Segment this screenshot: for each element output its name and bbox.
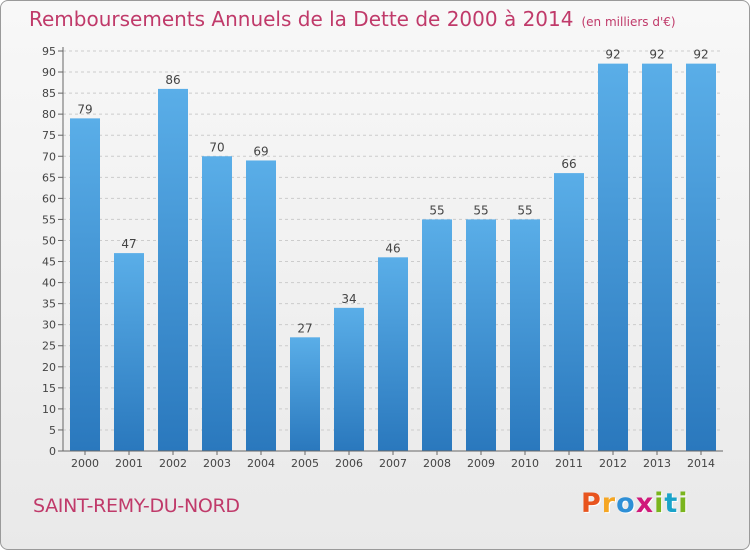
chart-unit: (en milliers d'€) [581, 15, 676, 29]
y-tick-label: 20 [42, 361, 56, 374]
bar-2001 [114, 253, 144, 451]
y-tick-label: 55 [42, 213, 56, 226]
data-label-2003: 70 [209, 140, 224, 154]
axes: 0 5 10 15 20 25 30 35 40 45 50 55 60 65 70 75 80 85 90 95 20… [42, 45, 723, 470]
data-label-2006: 34 [341, 292, 356, 306]
y-tick-label: 5 [49, 424, 56, 437]
y-tick-label: 85 [42, 87, 56, 100]
chart-title: Remboursements Annuels de la Dette de 20… [29, 7, 676, 31]
y-tick-label: 0 [49, 445, 56, 458]
x-tick-label-2012: 2012 [599, 457, 627, 470]
data-label-2010: 55 [517, 203, 532, 217]
bar-2007 [378, 257, 408, 451]
y-tick-label: 35 [42, 298, 56, 311]
bar-2005 [290, 337, 320, 451]
bar-2004 [246, 160, 276, 451]
bar-2011 [554, 173, 584, 451]
bar-2009 [466, 219, 496, 451]
bar-2010 [510, 219, 540, 451]
y-tick-label: 50 [42, 234, 56, 247]
bars [70, 63, 716, 452]
x-tick-label-2000: 2000 [71, 457, 99, 470]
y-tick-label: 40 [42, 277, 56, 290]
x-tick-label-2001: 2001 [115, 457, 143, 470]
bar-2002 [158, 88, 188, 451]
y-tick-label: 95 [42, 45, 56, 58]
y-tick-label: 75 [42, 129, 56, 142]
data-label-2011: 66 [561, 157, 576, 171]
x-tick-label-2009: 2009 [467, 457, 495, 470]
data-label-2002: 86 [165, 73, 180, 87]
y-tick-label: 80 [42, 108, 56, 121]
y-tick-label: 65 [42, 171, 56, 184]
data-label-2014: 92 [693, 48, 708, 62]
y-tick-label: 60 [42, 192, 56, 205]
y-tick-label: 45 [42, 256, 56, 269]
data-label-2007: 46 [385, 241, 400, 255]
logo-letter: x [635, 488, 655, 519]
y-tick-label: 30 [42, 319, 56, 332]
data-label-2008: 55 [429, 203, 444, 217]
y-tick-label: 90 [42, 66, 56, 79]
x-tick-label-2003: 2003 [203, 457, 231, 470]
data-label-2009: 55 [473, 203, 488, 217]
logo-letter: t [664, 488, 679, 519]
y-tick-label: 70 [42, 150, 56, 163]
x-tick-label-2011: 2011 [555, 457, 583, 470]
x-tick-label-2014: 2014 [687, 457, 715, 470]
bar-2012 [598, 63, 628, 451]
x-tick-label-2007: 2007 [379, 457, 407, 470]
x-tick-label-2005: 2005 [291, 457, 319, 470]
logo-letter: P [581, 488, 602, 519]
chart-title-text: Remboursements Annuels de la Dette de 20… [29, 7, 574, 31]
bar-2006 [334, 307, 364, 451]
data-label-2005: 27 [297, 321, 312, 335]
y-tick-label: 15 [42, 382, 56, 395]
logo-letter: r [601, 488, 617, 519]
logo-letter: i [654, 488, 665, 519]
data-label-2012: 92 [605, 48, 620, 62]
data-label-2001: 47 [121, 237, 136, 251]
x-tick-label-2002: 2002 [159, 457, 187, 470]
proxiti-logo: Proxiti [581, 488, 689, 519]
bar-2000 [70, 118, 100, 452]
data-label-2013: 92 [649, 48, 664, 62]
bar-2013 [642, 63, 672, 451]
x-tick-label-2004: 2004 [247, 457, 275, 470]
commune-name: SAINT-REMY-DU-NORD [33, 495, 240, 517]
x-tick-label-2008: 2008 [423, 457, 451, 470]
x-tick-label-2013: 2013 [643, 457, 671, 470]
bar-2014 [686, 63, 716, 451]
logo-letter: o [616, 488, 636, 519]
x-tick-label-2006: 2006 [335, 457, 363, 470]
data-label-2000: 79 [77, 102, 92, 116]
y-tick-label: 10 [42, 403, 56, 416]
bar-2008 [422, 219, 452, 451]
bar-2003 [202, 156, 232, 451]
data-label-2004: 69 [253, 144, 268, 158]
logo-letter: i [678, 488, 689, 519]
x-tick-label-2010: 2010 [511, 457, 539, 470]
data-labels: 79 47 86 70 69 27 34 46 55 55 55 66 92 92 92 [77, 48, 708, 336]
y-tick-label: 25 [42, 340, 56, 353]
